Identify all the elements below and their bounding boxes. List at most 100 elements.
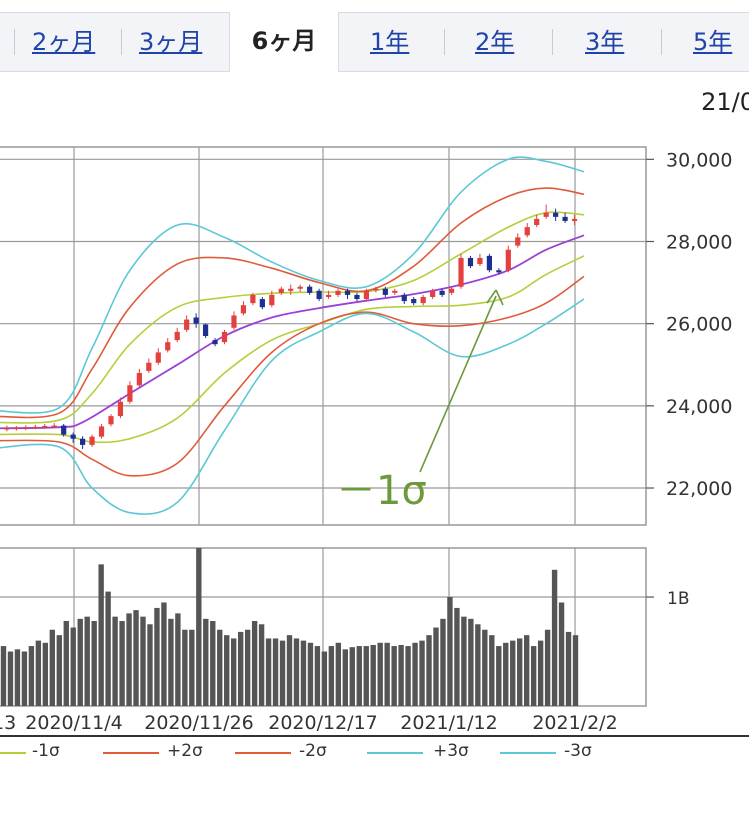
candle-body [13,427,19,430]
tab-6-months[interactable]: 6ヶ月 [229,12,339,72]
candle-body [61,425,67,435]
volume-bar [565,631,572,706]
candle-body [477,257,483,265]
candle-body [174,331,180,341]
candle-body [335,290,341,295]
price-frame [0,146,647,526]
volume-bar [105,591,111,706]
axis-bottom-rule [0,735,749,737]
candle-body [23,427,29,429]
date-tick-label: 2021/1/12 [400,712,497,734]
volume-bar [126,613,132,706]
candle-body [325,294,332,297]
candle-body [553,212,559,217]
volume-bar [210,621,216,706]
candle-body [448,288,455,293]
volume-bar [398,644,404,706]
volume-bar [42,642,49,706]
volume-bar [440,618,446,706]
tab-2-years[interactable]: 2年 [475,28,515,56]
volume-bar [523,635,530,706]
volume-bar [363,646,369,706]
volume-bar [461,616,467,706]
date-x-axis: 13 2020/11/4 2020/11/26 2020/12/17 2021/1/12… [0,712,618,734]
candle-body [240,305,247,314]
volume-bar [342,649,348,706]
candle-body [108,416,114,425]
candle-body [420,296,426,304]
volume-bar [349,647,355,706]
candle-body [382,288,388,295]
date-tick-label: 2021/2/2 [532,712,617,734]
volume-bar [300,640,307,706]
period-tab-bar: 2ヶ月 3ヶ月 6ヶ月 1年 2年 3年 5年 [0,12,749,72]
candle-body [127,385,133,402]
volume-bar [412,642,418,706]
candle-body [89,436,95,445]
volume-bar [314,646,321,706]
volume-bar [203,618,209,706]
volume-bar [510,640,516,706]
legend-item-minus3: -3σ [500,741,620,763]
candle-body [524,227,530,236]
legend-item-plus2: +2σ [103,741,223,763]
volume-bar [335,642,342,706]
volume-bar [517,638,523,706]
volume-bar [7,651,14,706]
price-tick-label: 30,000 [666,149,732,171]
candle-body [354,294,360,300]
tab-5-years[interactable]: 5年 [693,28,733,56]
candle-body [401,294,407,302]
volume-bar [224,635,230,706]
volume-bar [77,618,83,706]
date-tick-label: 2020/11/26 [144,712,254,734]
candle-body [515,237,521,246]
tab-separator [661,29,662,55]
volume-bar [551,569,558,706]
band-line-minus2sigma [0,275,585,477]
legend-swatch [103,752,159,754]
volume-bar [279,640,286,706]
volume-bar [537,640,544,706]
candle-body [363,290,370,300]
tab-2-months[interactable]: 2ヶ月 [32,28,96,56]
volume-bar [468,618,474,706]
candle-body [496,270,502,273]
volume-bar [98,564,104,706]
volume-bar [489,635,495,706]
volume-bar [237,631,244,706]
volume-bar [14,649,21,706]
tab-3-months[interactable]: 3ヶ月 [139,28,203,56]
volume-bar [454,607,460,706]
volume-bar [189,629,195,706]
annotation-arrow-head [486,289,504,306]
date-tick-label: 2020/12/17 [268,712,378,734]
volume-bar [328,646,335,706]
legend-label: +3σ [433,741,469,761]
candle-body [4,428,10,430]
candle-body [259,299,265,308]
price-tick-label: 22,000 [666,478,732,500]
volume-bar [307,642,314,706]
volume-tick-label: 1B [667,589,689,609]
legend-swatch [367,752,423,754]
candle-body [486,255,492,271]
candle-body [316,290,322,300]
date-tick-label: 2020/11/4 [25,712,122,734]
volume-y-axis: 1B [667,589,689,609]
legend-label: -3σ [564,741,592,761]
candle-body [458,257,464,287]
volume-bar [175,613,181,706]
price-grid [0,146,654,526]
stock-chart: 22,000 24,000 26,000 28,000 30,000 1B 13 2020… [0,146,732,734]
tab-1-year[interactable]: 1年 [370,28,410,56]
candle-body [439,290,445,295]
volume-bar [140,616,146,706]
volume-bar [21,651,28,706]
volume-bar [482,629,488,706]
candle-body [146,362,152,371]
candle-body [165,342,171,351]
tab-3-years[interactable]: 3年 [585,28,625,56]
price-tick-label: 28,000 [666,232,732,254]
volume-bar [405,646,411,706]
